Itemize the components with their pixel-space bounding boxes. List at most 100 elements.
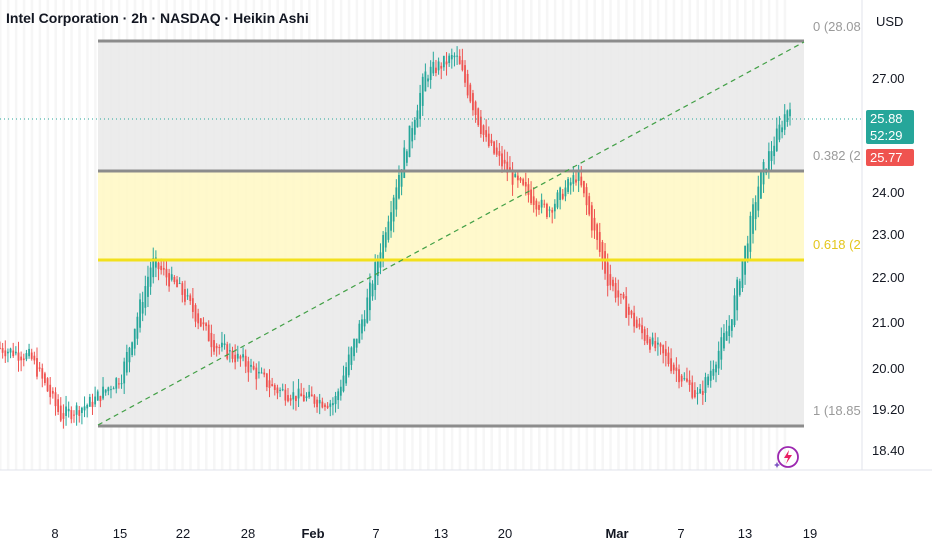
- time-tick: Feb: [301, 526, 324, 541]
- candle-body: [538, 205, 540, 210]
- candle-body: [699, 388, 702, 394]
- candle-body: [749, 215, 752, 252]
- candle-body: [580, 176, 583, 186]
- candle-body: [728, 325, 731, 336]
- candle-body: [606, 262, 609, 286]
- time-axis[interactable]: 8 15 22 28 Feb 7 13 20 Mar 7 13 19: [51, 526, 817, 541]
- candle-body: [287, 395, 289, 402]
- countdown-tag: 52:29: [866, 127, 914, 144]
- candle-body: [715, 364, 717, 373]
- candle-body: [62, 413, 65, 419]
- candle-body: [746, 243, 749, 261]
- candle-body: [593, 217, 596, 231]
- candle-body: [0, 347, 1, 349]
- chart-title[interactable]: Intel Corporation · 2h · NASDAQ · Heikin…: [6, 10, 309, 26]
- candle-body: [12, 350, 15, 357]
- candle-body: [178, 283, 181, 285]
- candle-body: [670, 358, 673, 372]
- candle-body: [4, 350, 7, 357]
- candle-body: [81, 407, 83, 414]
- candle-body: [696, 392, 699, 394]
- candle-body: [445, 61, 448, 65]
- candle-body: [490, 139, 493, 144]
- candle-body: [474, 101, 477, 115]
- candle-body: [149, 267, 152, 287]
- candle-body: [347, 354, 350, 376]
- candle-body: [583, 180, 585, 194]
- candle-body: [268, 380, 271, 388]
- candle-body: [561, 193, 564, 199]
- candle-body: [194, 305, 197, 322]
- session-stripe: [22, 0, 26, 470]
- candle-body: [633, 312, 636, 327]
- candle-body: [723, 332, 725, 349]
- price-tick: 21.00: [872, 315, 905, 330]
- candle-body: [598, 232, 601, 253]
- time-tick: 20: [498, 526, 512, 541]
- candle-body: [569, 182, 572, 186]
- candle-body: [133, 328, 136, 349]
- candle-body: [207, 324, 210, 342]
- time-tick: Mar: [605, 526, 628, 541]
- time-tick: 28: [241, 526, 255, 541]
- candle-body: [458, 56, 461, 65]
- candle-body: [501, 153, 503, 167]
- candle-body: [498, 151, 501, 156]
- candle-body: [754, 202, 757, 220]
- price-axis[interactable]: 27.00 24.00 23.00 22.00 21.00 20.00 19.2…: [872, 71, 905, 458]
- candle-body: [760, 170, 762, 199]
- candle-body: [165, 268, 168, 278]
- candle-body: [305, 396, 308, 399]
- candle-body: [424, 71, 427, 92]
- fib-label-0: 0 (28.08: [813, 19, 861, 34]
- candle-body: [540, 199, 543, 208]
- trend-line[interactable]: [97, 41, 805, 426]
- time-tick: 15: [113, 526, 127, 541]
- candle-body: [548, 209, 551, 211]
- prev-price-value: 25.77: [870, 150, 903, 165]
- candle-body: [693, 390, 696, 398]
- candle-body: [390, 212, 392, 231]
- session-stripe: [86, 0, 89, 470]
- candle-body: [255, 367, 258, 380]
- candle-body: [125, 351, 128, 373]
- candle-body: [556, 192, 559, 208]
- session-stripe: [78, 0, 81, 470]
- candle-body: [664, 349, 667, 356]
- candle-body: [773, 145, 776, 157]
- candle-body: [308, 391, 311, 398]
- candle-body: [440, 65, 443, 69]
- candle-body: [551, 210, 554, 213]
- session-stripe: [6, 0, 10, 470]
- candle-body: [297, 388, 300, 399]
- candle-body: [353, 339, 355, 357]
- candle-body: [730, 319, 733, 331]
- candle-body: [485, 130, 488, 138]
- candle-body: [493, 141, 495, 154]
- candle-body: [7, 351, 9, 354]
- candle-body: [104, 389, 107, 393]
- candle-body: [170, 274, 173, 280]
- candle-body: [405, 151, 408, 163]
- candle-body: [168, 273, 170, 287]
- time-tick: 7: [372, 526, 379, 541]
- candle-body: [477, 108, 480, 126]
- candle-body: [86, 404, 89, 409]
- candle-body: [139, 299, 141, 328]
- candle-body: [25, 353, 28, 360]
- candle-body: [395, 187, 398, 210]
- candle-body: [736, 279, 739, 311]
- candle-body: [65, 406, 67, 416]
- candle-body: [316, 399, 318, 408]
- candle-body: [184, 289, 186, 302]
- candle-body: [625, 296, 628, 318]
- candle-body: [73, 414, 75, 416]
- currency-label[interactable]: USD: [876, 14, 904, 29]
- candle-body: [242, 354, 244, 358]
- candle-body: [398, 174, 400, 199]
- candle-body: [659, 343, 662, 347]
- lightning-icon[interactable]: [774, 444, 800, 470]
- candle-body: [789, 109, 791, 117]
- candle-body: [770, 151, 773, 162]
